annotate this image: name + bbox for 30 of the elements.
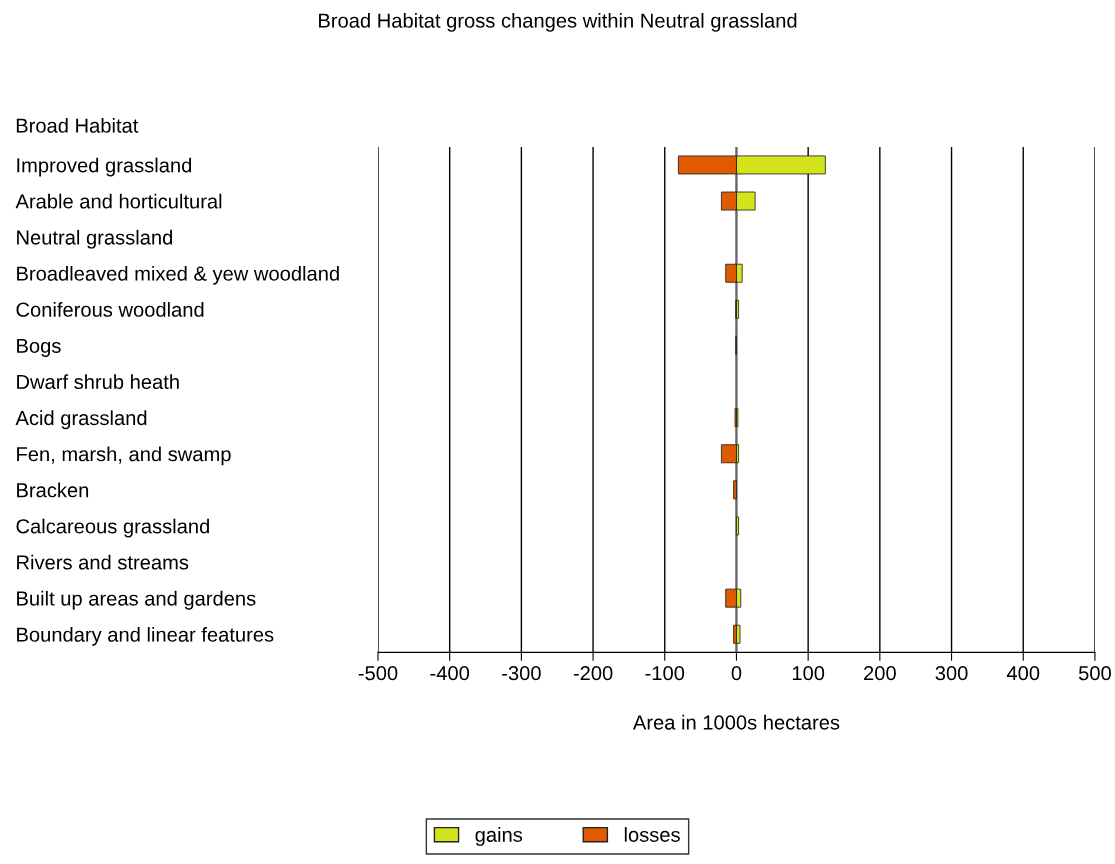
legend-label: gains xyxy=(475,827,523,846)
y-tick-label: Broadleaved mixed & yew woodland xyxy=(17,265,339,285)
x-axis-title: Area in 1000s hectares xyxy=(632,714,840,730)
x-tick-label: -300 xyxy=(502,666,541,681)
legend-label: losses xyxy=(624,827,680,842)
y-tick-label: Neutral grassland xyxy=(17,229,173,249)
x-tick-label: 0 xyxy=(731,666,742,681)
y-axis-title: Broad Habitat xyxy=(16,118,139,133)
x-tick-label: 400 xyxy=(1006,666,1040,681)
x-tick-label: 100 xyxy=(792,666,825,681)
x-tick-label: 200 xyxy=(864,666,896,681)
y-tick-label: Acid grassland xyxy=(15,410,147,430)
y-tick-label: Fen, marsh, and swamp xyxy=(17,446,231,466)
y-tick-label: Calcareous grassland xyxy=(16,518,209,538)
x-tick-label: -100 xyxy=(645,666,685,681)
x-tick-label: -400 xyxy=(430,666,470,681)
y-tick-label: Bogs xyxy=(17,338,61,357)
y-tick-label: Coniferous woodland xyxy=(16,302,204,317)
x-tick-label: 500 xyxy=(1078,666,1111,681)
chart-title: Broad Habitat gross changes within Neutral grassland xyxy=(319,12,797,32)
y-tick-label: Bracken xyxy=(17,482,89,498)
y-tick-label: Built up areas and gardens xyxy=(17,590,256,610)
y-tick-label: Arable and horticultural xyxy=(15,193,222,209)
y-tick-label: Improved grassland xyxy=(17,157,192,177)
y-tick-label: Boundary and linear features xyxy=(17,626,274,646)
y-tick-label: Dwarf shrub heath xyxy=(17,374,179,390)
x-tick-label: -500 xyxy=(358,666,398,681)
x-tick-label: -200 xyxy=(573,666,613,681)
x-tick-label: 300 xyxy=(935,666,968,681)
y-tick-label: Rivers and streams xyxy=(17,554,189,570)
